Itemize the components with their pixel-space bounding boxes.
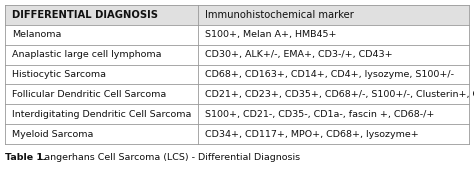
Bar <box>5 25 198 45</box>
Bar <box>198 25 469 45</box>
Text: S100+, Melan A+, HMB45+: S100+, Melan A+, HMB45+ <box>205 30 336 39</box>
Text: CD68+, CD163+, CD14+, CD4+, lysozyme, S100+/-: CD68+, CD163+, CD14+, CD4+, lysozyme, S1… <box>205 70 454 79</box>
Bar <box>198 65 469 84</box>
Bar <box>5 5 198 25</box>
Text: Interdigitating Dendritic Cell Sarcoma: Interdigitating Dendritic Cell Sarcoma <box>12 110 191 119</box>
Bar <box>5 65 198 84</box>
Text: CD30+, ALK+/-, EMA+, CD3-/+, CD43+: CD30+, ALK+/-, EMA+, CD3-/+, CD43+ <box>205 50 392 59</box>
Text: Follicular Dendritic Cell Sarcoma: Follicular Dendritic Cell Sarcoma <box>12 90 166 99</box>
Bar <box>5 104 198 124</box>
Text: Table 1.: Table 1. <box>5 153 47 163</box>
Text: Langerhans Cell Sarcoma (LCS) - Differential Diagnosis: Langerhans Cell Sarcoma (LCS) - Differen… <box>36 153 300 163</box>
Text: Anaplastic large cell lymphoma: Anaplastic large cell lymphoma <box>12 50 162 59</box>
Text: Myeloid Sarcoma: Myeloid Sarcoma <box>12 130 93 139</box>
Bar <box>198 45 469 65</box>
Bar <box>5 84 198 104</box>
Bar <box>5 124 198 144</box>
Text: CD21+, CD23+, CD35+, CD68+/-, S100+/-, Clusterin+, CD45+/-: CD21+, CD23+, CD35+, CD68+/-, S100+/-, C… <box>205 90 474 99</box>
Bar <box>5 45 198 65</box>
Text: CD34+, CD117+, MPO+, CD68+, lysozyme+: CD34+, CD117+, MPO+, CD68+, lysozyme+ <box>205 130 419 139</box>
Bar <box>198 5 469 25</box>
Text: DIFFERENTIAL DIAGNOSIS: DIFFERENTIAL DIAGNOSIS <box>12 10 158 20</box>
Text: Immunohistochemical marker: Immunohistochemical marker <box>205 10 354 20</box>
Bar <box>198 124 469 144</box>
Bar <box>198 104 469 124</box>
Text: Histiocytic Sarcoma: Histiocytic Sarcoma <box>12 70 106 79</box>
Bar <box>198 84 469 104</box>
Text: S100+, CD21-, CD35-, CD1a-, fascin +, CD68-/+: S100+, CD21-, CD35-, CD1a-, fascin +, CD… <box>205 110 434 119</box>
Text: Melanoma: Melanoma <box>12 30 61 39</box>
